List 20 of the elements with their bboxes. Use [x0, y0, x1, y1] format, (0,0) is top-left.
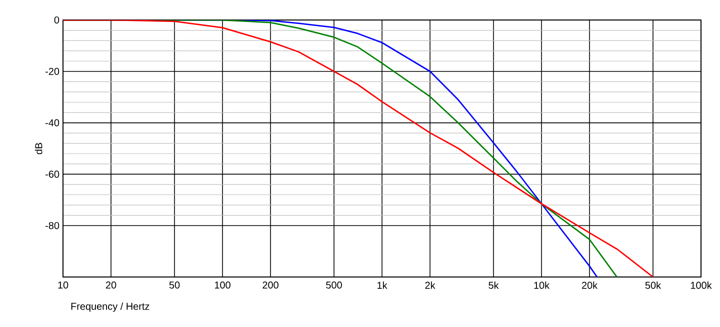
x-tick-label: 10k: [534, 282, 550, 289]
x-tick-label: 1k: [378, 282, 388, 289]
x-tick-label: 20k: [582, 282, 598, 289]
x-tick-label: 50: [169, 282, 180, 289]
y-tick-label: -80: [46, 222, 60, 230]
x-tick-label: 20: [106, 282, 116, 289]
x-tick-label: 2k: [425, 282, 436, 289]
y-tick-label: 0: [54, 16, 60, 24]
x-tick-label: 100: [214, 282, 230, 289]
y-axis-title: dB: [34, 142, 42, 154]
x-tick-label: 50k: [645, 282, 662, 289]
x-tick-label: 10: [58, 282, 68, 289]
x-tick-label: 200: [262, 282, 278, 289]
y-tick-label: -20: [46, 68, 60, 75]
x-tick-label: 500: [326, 282, 342, 289]
x-axis-title: Frequency / Hertz: [71, 302, 150, 312]
x-tick-label: 5k: [488, 282, 499, 289]
y-tick-label: -40: [46, 119, 60, 126]
y-tick-label: -60: [46, 170, 60, 178]
x-tick-label: 100k: [690, 282, 712, 289]
